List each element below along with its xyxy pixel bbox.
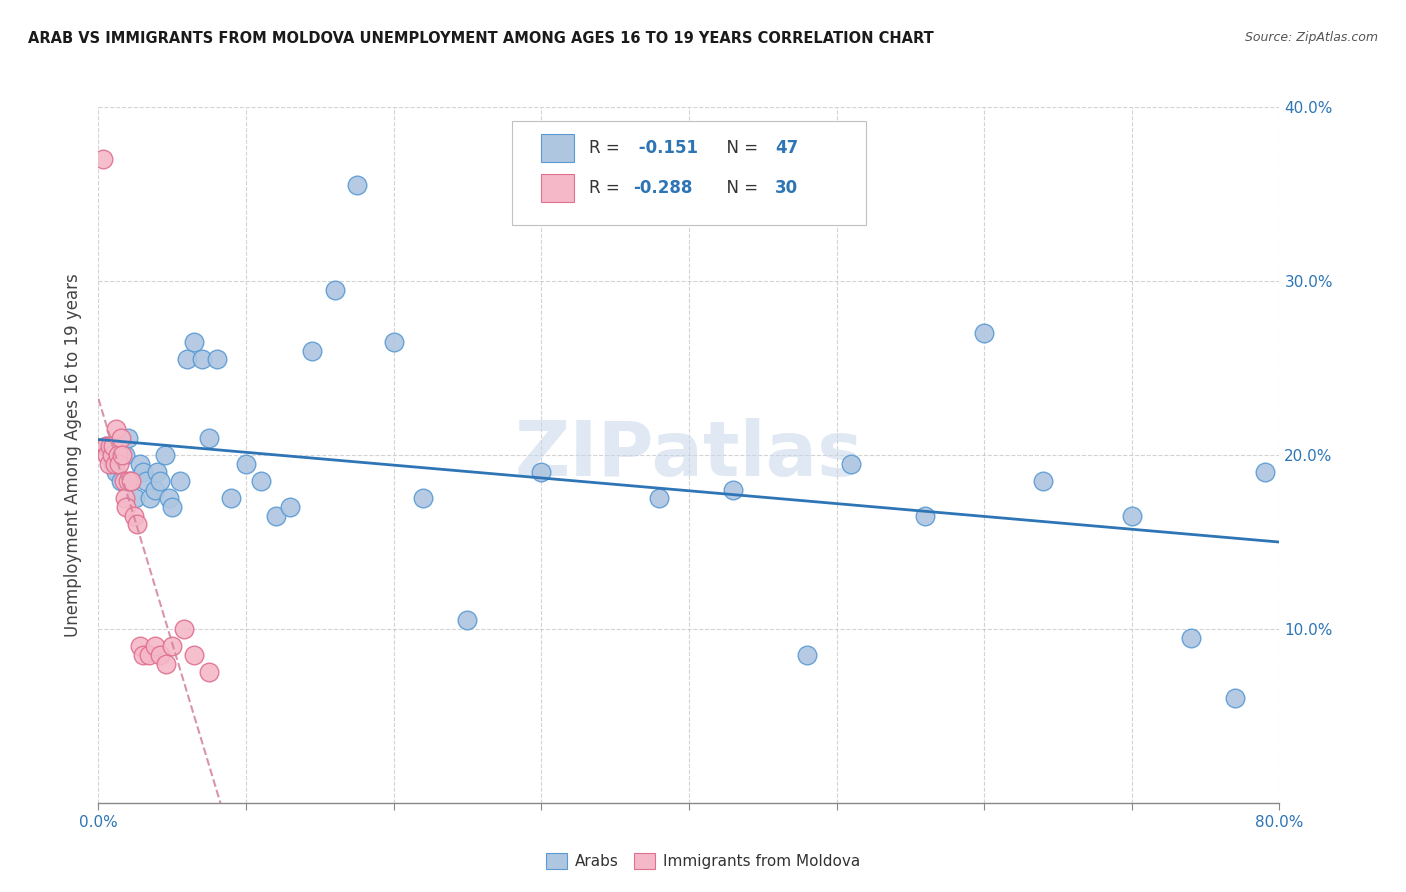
Legend: Arabs, Immigrants from Moldova: Arabs, Immigrants from Moldova — [540, 847, 866, 875]
Point — [108, 457, 131, 471]
Point — [117, 474, 139, 488]
Point — [162, 500, 183, 514]
Text: N =: N = — [716, 179, 763, 197]
Point — [138, 648, 160, 662]
Point — [105, 466, 128, 480]
Point — [115, 500, 138, 514]
Point — [250, 474, 273, 488]
Point — [323, 283, 346, 297]
Point — [100, 448, 122, 462]
Point — [456, 613, 478, 627]
Point — [120, 474, 142, 488]
Point — [235, 457, 257, 471]
Point — [796, 648, 818, 662]
Point — [143, 483, 166, 497]
Point — [104, 457, 127, 471]
Point — [169, 474, 191, 488]
Text: R =: R = — [589, 139, 624, 157]
Point — [146, 466, 169, 480]
Point — [124, 491, 146, 506]
Point — [183, 334, 205, 349]
Text: 47: 47 — [775, 139, 799, 157]
Text: ZIPatlas: ZIPatlas — [515, 418, 863, 491]
Point — [1180, 631, 1202, 645]
Point — [128, 457, 150, 471]
Point — [132, 648, 155, 662]
Point — [183, 648, 205, 662]
Point — [149, 648, 172, 662]
Point — [1254, 466, 1277, 480]
FancyBboxPatch shape — [512, 121, 866, 226]
Text: -0.151: -0.151 — [634, 139, 699, 157]
Text: -0.288: -0.288 — [634, 179, 693, 197]
Point — [1121, 508, 1143, 523]
Point — [176, 352, 198, 367]
Point — [91, 152, 114, 166]
Point — [973, 326, 995, 340]
Point — [94, 439, 117, 453]
Point — [841, 457, 863, 471]
Point — [107, 448, 129, 462]
Point — [117, 431, 139, 445]
Point — [198, 665, 221, 680]
Point — [139, 491, 162, 506]
Point — [1223, 691, 1246, 706]
Point — [143, 639, 166, 653]
Point — [97, 457, 120, 471]
Point — [103, 439, 125, 453]
Point — [125, 517, 148, 532]
Text: N =: N = — [716, 139, 763, 157]
Point — [135, 474, 157, 488]
Point — [412, 491, 434, 506]
Text: Source: ZipAtlas.com: Source: ZipAtlas.com — [1244, 31, 1378, 45]
Text: 30: 30 — [775, 179, 799, 197]
Point — [1032, 474, 1054, 488]
Bar — [541, 174, 575, 202]
Point — [173, 622, 195, 636]
Point — [122, 508, 145, 523]
Point — [110, 431, 132, 445]
Point — [105, 422, 128, 436]
Point — [153, 448, 176, 462]
Point — [155, 657, 177, 671]
Point — [149, 474, 172, 488]
Point — [530, 466, 553, 480]
Point — [112, 474, 135, 488]
Point — [114, 491, 136, 506]
Point — [648, 491, 671, 506]
Point — [191, 352, 214, 367]
Point — [219, 491, 242, 506]
Point — [264, 508, 287, 523]
Point — [103, 457, 125, 471]
Point — [120, 474, 142, 488]
Point — [382, 334, 405, 349]
Text: R =: R = — [589, 179, 624, 197]
Point — [94, 439, 117, 453]
Point — [96, 448, 118, 462]
Point — [114, 448, 136, 462]
Point — [205, 352, 228, 367]
Point — [301, 343, 323, 358]
Text: ARAB VS IMMIGRANTS FROM MOLDOVA UNEMPLOYMENT AMONG AGES 16 TO 19 YEARS CORRELATI: ARAB VS IMMIGRANTS FROM MOLDOVA UNEMPLOY… — [28, 31, 934, 46]
Point — [111, 448, 134, 462]
Point — [278, 500, 302, 514]
Point — [346, 178, 368, 193]
Point — [198, 431, 221, 445]
Point — [98, 439, 121, 453]
Bar — [541, 135, 575, 162]
Point — [914, 508, 936, 523]
Point — [723, 483, 745, 497]
Y-axis label: Unemployment Among Ages 16 to 19 years: Unemployment Among Ages 16 to 19 years — [65, 273, 83, 637]
Point — [157, 491, 180, 506]
Point — [162, 639, 183, 653]
Point — [132, 466, 155, 480]
Point — [110, 474, 132, 488]
Point — [128, 639, 150, 653]
